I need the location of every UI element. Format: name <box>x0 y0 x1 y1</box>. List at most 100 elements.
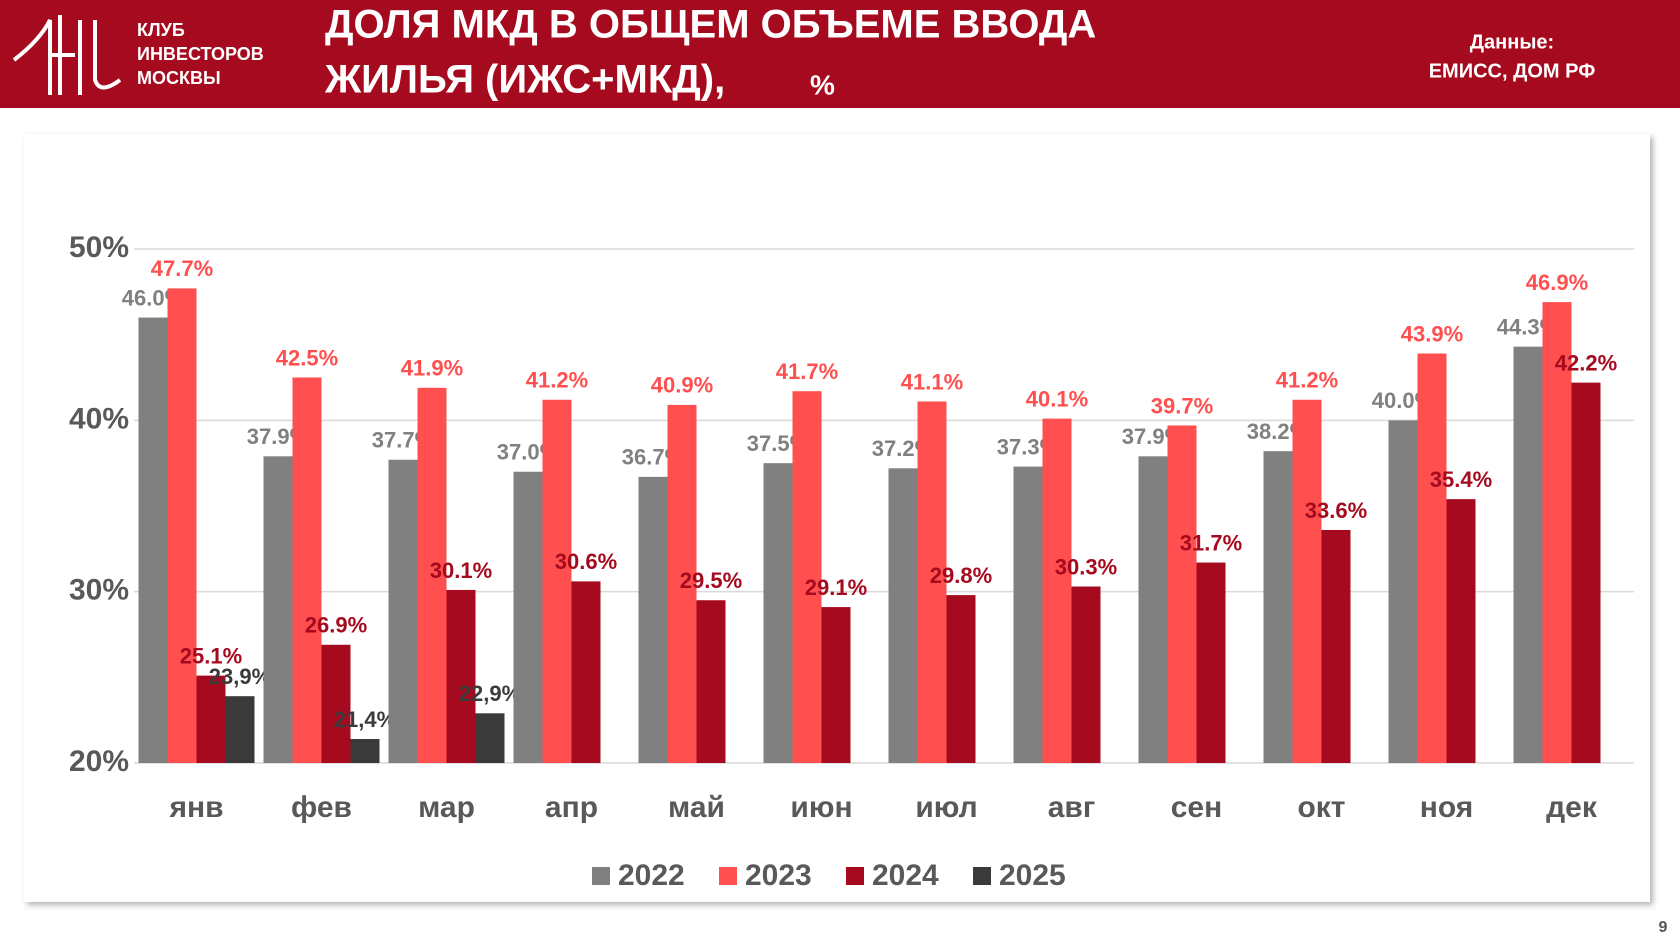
source: ЕМИСС, ДОМ РФ <box>1429 60 1596 82</box>
x-tick-label: дек <box>1546 791 1598 824</box>
bar <box>821 607 851 763</box>
legend-label: 2022 <box>618 859 685 892</box>
y-tick-label: 30% <box>69 574 129 607</box>
bar <box>792 391 822 763</box>
bar <box>1542 302 1572 763</box>
bar <box>763 463 793 763</box>
bar <box>1071 586 1101 763</box>
bar <box>1321 529 1351 763</box>
bar <box>667 404 697 763</box>
page-number: 9 <box>1659 919 1668 936</box>
x-tick-label: фев <box>291 791 352 824</box>
bar <box>542 399 572 763</box>
data-label: 30.1% <box>430 558 492 583</box>
data-label: 23,9% <box>209 664 271 689</box>
legend-label: 2024 <box>872 859 939 892</box>
x-tick-label: май <box>668 791 725 824</box>
data-label: 22,9% <box>459 681 521 706</box>
bar <box>1388 420 1418 763</box>
y-tick-label: 50% <box>69 231 129 264</box>
bar <box>475 713 505 763</box>
bar <box>292 377 322 763</box>
data-label: 21,4% <box>334 707 396 732</box>
bar <box>917 401 947 763</box>
data-label: 41.1% <box>901 369 963 394</box>
logo-text: КЛУБ <box>137 20 185 40</box>
data-label: 29.5% <box>680 568 742 593</box>
bar <box>1042 418 1072 763</box>
data-label: 46.9% <box>1526 270 1588 295</box>
bar <box>446 589 476 763</box>
bar <box>138 317 168 763</box>
data-label: 42.5% <box>276 345 338 370</box>
bar <box>1446 499 1476 763</box>
data-label: 29.8% <box>930 563 992 588</box>
x-tick-label: окт <box>1297 791 1345 824</box>
data-label: 30.6% <box>555 549 617 574</box>
x-tick-label: июн <box>790 791 852 824</box>
data-label: 29.1% <box>805 575 867 600</box>
title: ДОЛЯ МКД В ОБЩЕМ ОБЪЕМЕ ВВОДА <box>325 3 1096 47</box>
data-label: 42.2% <box>1555 350 1617 375</box>
bar <box>388 459 418 763</box>
bar <box>167 288 197 763</box>
logo-mark <box>12 15 122 95</box>
data-label: 43.9% <box>1401 321 1463 346</box>
bar <box>1292 399 1322 763</box>
y-tick-label: 40% <box>69 402 129 435</box>
bar <box>638 476 668 763</box>
bar <box>321 644 351 763</box>
bar <box>1263 451 1293 763</box>
data-label: 41.2% <box>1276 368 1338 393</box>
bar <box>225 696 255 763</box>
logo-text: МОСКВЫ <box>137 68 221 88</box>
bar <box>1571 382 1601 763</box>
legend-swatch <box>846 867 864 885</box>
legend-label: 2025 <box>999 859 1066 892</box>
data-label: 25.1% <box>180 643 242 668</box>
header-band <box>0 0 1680 108</box>
data-label: 31.7% <box>1180 530 1242 555</box>
data-label: 40.1% <box>1026 386 1088 411</box>
x-tick-label: июл <box>915 791 977 824</box>
x-tick-label: янв <box>168 791 223 824</box>
bar <box>196 675 226 763</box>
source: Данные: <box>1470 31 1554 53</box>
bar <box>1513 346 1543 763</box>
bar <box>1196 562 1226 763</box>
y-tick-label: 20% <box>69 745 129 778</box>
bar <box>263 456 293 763</box>
data-label: 47.7% <box>151 256 213 281</box>
x-tick-label: мар <box>418 791 475 824</box>
legend-label: 2023 <box>745 859 812 892</box>
data-label: 33.6% <box>1305 498 1367 523</box>
data-label: 39.7% <box>1151 393 1213 418</box>
data-label: 30.3% <box>1055 554 1117 579</box>
bar <box>1417 353 1447 763</box>
plot: 20%30%40%50%янв46.0%47.7%25.1%23,9%фев37… <box>69 231 1634 892</box>
x-tick-label: апр <box>545 791 598 824</box>
data-label: 40.9% <box>651 373 713 398</box>
data-label: 41.2% <box>526 368 588 393</box>
bar <box>1013 466 1043 763</box>
bar <box>1167 425 1197 763</box>
title-unit: % <box>810 69 835 100</box>
data-label: 41.7% <box>776 359 838 384</box>
data-label: 35.4% <box>1430 467 1492 492</box>
bar <box>888 468 918 763</box>
x-tick-label: ноя <box>1420 791 1474 824</box>
bar <box>350 739 380 763</box>
bar <box>1138 456 1168 763</box>
bar <box>513 471 543 763</box>
x-tick-label: сен <box>1171 791 1223 824</box>
data-label: 26.9% <box>305 613 367 638</box>
bar <box>417 387 447 763</box>
title: ЖИЛЬЯ (ИЖС+МКД), <box>324 58 725 102</box>
bar <box>946 595 976 763</box>
legend-swatch <box>592 867 610 885</box>
bar <box>571 581 601 763</box>
data-label: 41.9% <box>401 356 463 381</box>
legend-swatch <box>719 867 737 885</box>
x-tick-label: авг <box>1048 791 1096 824</box>
